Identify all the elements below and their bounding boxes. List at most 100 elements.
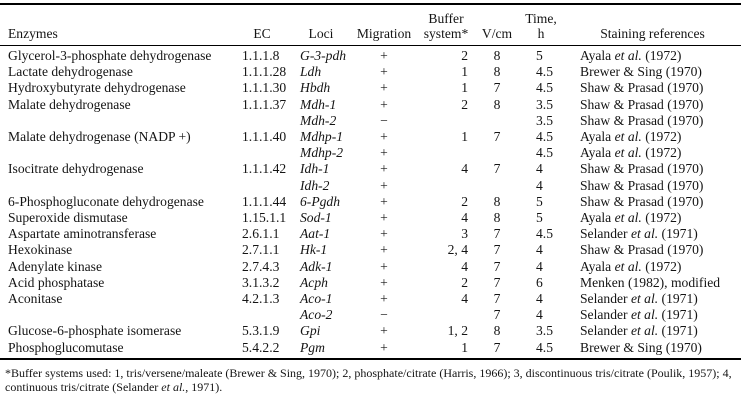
buffer-system-value: 1	[461, 129, 468, 145]
enzyme-name: Glucose-6-phosphate isomerase	[8, 323, 182, 339]
header-time: Time, h	[518, 4, 564, 46]
enzyme-name: Superoxide dismutase	[8, 210, 128, 226]
buffer-system-value: 4	[461, 258, 468, 274]
table-row: Superoxide dismutase 1.15.1.1 Sod-1 + 4 …	[0, 210, 741, 226]
enzyme-name	[0, 178, 234, 194]
ec-number: 1.1.1.42	[242, 161, 287, 177]
ec-number: 3.1.3.2	[242, 274, 280, 290]
header-time-line2: h	[537, 26, 545, 41]
locus-name: Mdh-2	[300, 112, 337, 128]
voltage-value	[476, 178, 518, 194]
migration-sign: −	[380, 112, 388, 128]
locus-name: Adk-1	[300, 258, 333, 274]
migration-sign: +	[380, 242, 388, 258]
time-value: 4	[536, 307, 543, 323]
buffer-system-value: 4	[461, 291, 468, 307]
ec-number: 2.7.1.1	[242, 242, 280, 258]
locus-name: Sod-1	[300, 210, 332, 226]
buffer-system-value: 2	[461, 48, 468, 63]
staining-reference: Brewer & Sing (1970)	[580, 64, 702, 80]
voltage-value: 7	[493, 161, 501, 177]
buffer-system-value: 2	[461, 193, 468, 209]
voltage-value: 7	[493, 226, 501, 242]
ec-number	[234, 178, 290, 194]
enzyme-name: Isocitrate dehydrogenase	[8, 161, 144, 177]
enzyme-name: Acid phosphatase	[8, 274, 105, 290]
time-value: 4.5	[536, 145, 553, 161]
migration-sign: +	[380, 291, 388, 307]
header-buffer-line2: system*	[423, 26, 469, 41]
voltage-value: 7	[493, 129, 501, 145]
buffer-system-value	[416, 307, 476, 323]
locus-name: Ldh	[300, 64, 322, 80]
voltage-value: 7	[493, 80, 501, 96]
staining-reference: Ayala et al. (1972)	[580, 145, 682, 161]
ec-number: 5.3.1.9	[242, 323, 280, 339]
time-value: 3.5	[536, 323, 553, 339]
header-buffer-line1: Buffer	[428, 11, 464, 26]
migration-sign: +	[380, 96, 388, 112]
enzyme-name: Aconitase	[8, 291, 63, 307]
time-value: 4	[536, 242, 543, 258]
migration-sign: +	[380, 48, 388, 63]
buffer-system-value: 4	[461, 161, 468, 177]
migration-sign: +	[380, 129, 388, 145]
header-migration: Migration	[356, 26, 412, 41]
time-value: 4	[536, 177, 543, 193]
locus-name: Mdh-1	[300, 96, 337, 112]
table-row: Glycerol-3-phosphate dehydrogenase 1.1.1…	[0, 46, 741, 65]
buffer-system-value	[416, 113, 476, 129]
table-row: Mdhp-2 + 4.5 Ayala et al. (1972)	[0, 145, 741, 161]
buffer-system-value: 2, 4	[447, 242, 468, 258]
buffer-system-value: 4	[461, 210, 468, 226]
ec-number	[234, 145, 290, 161]
locus-name: Aco-2	[300, 307, 333, 323]
staining-reference: Ayala et al. (1972)	[580, 210, 682, 226]
time-value: 4.5	[536, 80, 553, 96]
table-row: Lactate dehydrogenase 1.1.1.28 Ldh + 1 8…	[0, 64, 741, 80]
table-row: Aspartate aminotransferase 2.6.1.1 Aat-1…	[0, 226, 741, 242]
voltage-value: 8	[493, 48, 501, 63]
staining-reference: Menken (1982), modified	[580, 274, 721, 290]
enzyme-methods-table: Enzymes EC Loci Migration Buffer system* …	[0, 3, 741, 360]
ec-number	[234, 307, 290, 323]
time-value: 5	[536, 210, 543, 226]
time-value: 4.5	[536, 339, 553, 355]
ec-number: 1.1.1.40	[242, 129, 287, 145]
voltage-value: 7	[493, 242, 501, 258]
buffer-system-value: 1, 2	[447, 323, 468, 339]
locus-name: G-3-pdh	[300, 48, 347, 63]
staining-reference: Selander et al. (1971)	[580, 291, 698, 307]
staining-reference: Ayala et al. (1972)	[580, 258, 682, 274]
enzyme-name: Glycerol-3-phosphate dehydrogenase	[8, 48, 212, 63]
migration-sign: +	[380, 258, 388, 274]
time-value: 5	[536, 193, 543, 209]
locus-name: Mdhp-1	[300, 129, 344, 145]
ec-number: 1.1.1.37	[242, 96, 287, 112]
staining-reference: Shaw & Prasad (1970)	[580, 112, 704, 128]
buffer-system-value	[416, 178, 476, 194]
time-value: 5	[536, 48, 543, 63]
enzyme-name: Phosphoglucomutase	[8, 339, 124, 355]
table-row: Aco-2 − 7 4 Selander et al. (1971)	[0, 307, 741, 323]
ec-number: 1.1.1.30	[242, 80, 287, 96]
table-row: 6-Phosphogluconate dehydrogenase 1.1.1.4…	[0, 194, 741, 210]
migration-sign: +	[380, 226, 388, 242]
staining-reference: Shaw & Prasad (1970)	[580, 96, 704, 112]
table-row: Aconitase 4.2.1.3 Aco-1 + 4 7 4 Selander…	[0, 291, 741, 307]
locus-name: Mdhp-2	[300, 145, 344, 161]
ec-number: 1.1.1.28	[242, 64, 287, 80]
staining-reference: Shaw & Prasad (1970)	[580, 161, 704, 177]
voltage-value: 8	[493, 96, 501, 112]
header-time-line1: Time,	[525, 11, 557, 26]
buffer-system-value: 1	[461, 339, 468, 355]
locus-name: Hk-1	[300, 242, 328, 258]
migration-sign: +	[380, 210, 388, 226]
time-value: 4	[536, 258, 543, 274]
voltage-value	[476, 113, 518, 129]
table-row: Phosphoglucomutase 5.4.2.2 Pgm + 1 7 4.5…	[0, 340, 741, 359]
table-row: Hydroxybutyrate dehydrogenase 1.1.1.30 H…	[0, 80, 741, 96]
migration-sign: +	[380, 339, 388, 355]
enzyme-name: Malate dehydrogenase	[8, 96, 131, 112]
